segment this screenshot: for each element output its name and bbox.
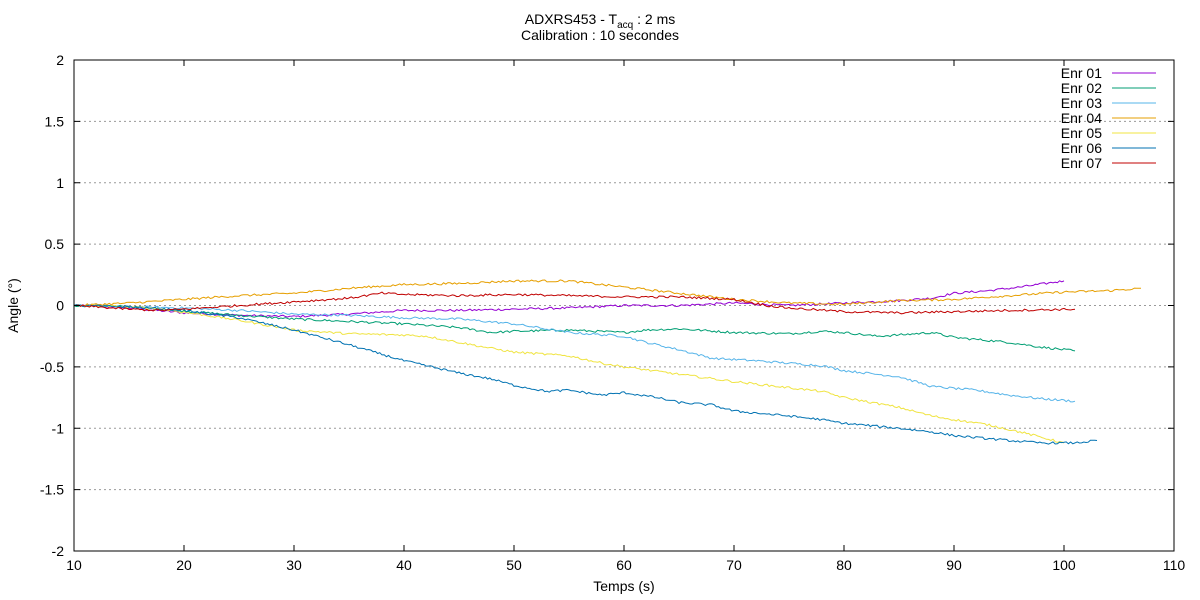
x-tick-label: 50: [506, 557, 522, 573]
chart-title-suffix: : 2 ms: [633, 11, 676, 27]
x-tick-label: 70: [726, 557, 742, 573]
x-axis-label: Temps (s): [593, 578, 654, 594]
x-tick-label: 90: [946, 557, 962, 573]
legend-label: Enr 02: [1061, 80, 1102, 96]
series-line-2: [73, 304, 1076, 352]
chart-title-subscript: acq: [617, 20, 634, 31]
series-line-5: [73, 304, 1065, 444]
legend-label: Enr 07: [1061, 155, 1102, 171]
series-line-7: [73, 291, 1076, 315]
y-axis-label: Angle (°): [5, 278, 21, 333]
grid: [74, 120, 1174, 491]
y-tick-label: -1.5: [40, 482, 64, 498]
chart-subtitle: Calibration : 10 secondes: [521, 27, 679, 43]
y-tick-label: -2: [52, 543, 65, 559]
y-tick-label: -1: [52, 420, 65, 436]
x-tick-label: 80: [836, 557, 852, 573]
legend-label: Enr 04: [1061, 110, 1102, 126]
y-tick-label: 1: [56, 175, 64, 191]
y-tick-label: 2: [56, 52, 64, 68]
legend-label: Enr 01: [1061, 65, 1102, 81]
legend-label: Enr 06: [1061, 140, 1102, 156]
series-lines: [73, 279, 1142, 445]
x-tick-label: 60: [616, 557, 632, 573]
series-line-4: [73, 279, 1142, 307]
x-tick-label: 30: [286, 557, 302, 573]
y-tick-label: 1.5: [45, 113, 65, 129]
x-tick-label: 40: [396, 557, 412, 573]
y-tick-label: 0: [56, 298, 64, 314]
y-tick-label: 0.5: [45, 236, 65, 252]
x-tick-label: 100: [1052, 557, 1076, 573]
series-line-3: [73, 304, 1076, 403]
x-tick-label: 20: [176, 557, 192, 573]
legend-label: Enr 05: [1061, 125, 1102, 141]
series-line-1: [73, 280, 1065, 318]
legend-label: Enr 03: [1061, 95, 1102, 111]
x-tick-label: 110: [1163, 557, 1186, 573]
chart-title-prefix: ADXRS453 - T: [524, 11, 618, 27]
x-tick-label: 10: [66, 557, 82, 573]
y-tick-label: -0.5: [40, 359, 64, 375]
axis-ticks: -2 -1.5 -1 -0.5 0 0.5 1 1.5 2 10 20 30 40 50 60 70 80 90 1…: [40, 52, 1185, 573]
series-line-6: [73, 304, 1098, 445]
chart-title: ADXRS453 - Tacq : 2 ms: [0, 11, 1200, 32]
